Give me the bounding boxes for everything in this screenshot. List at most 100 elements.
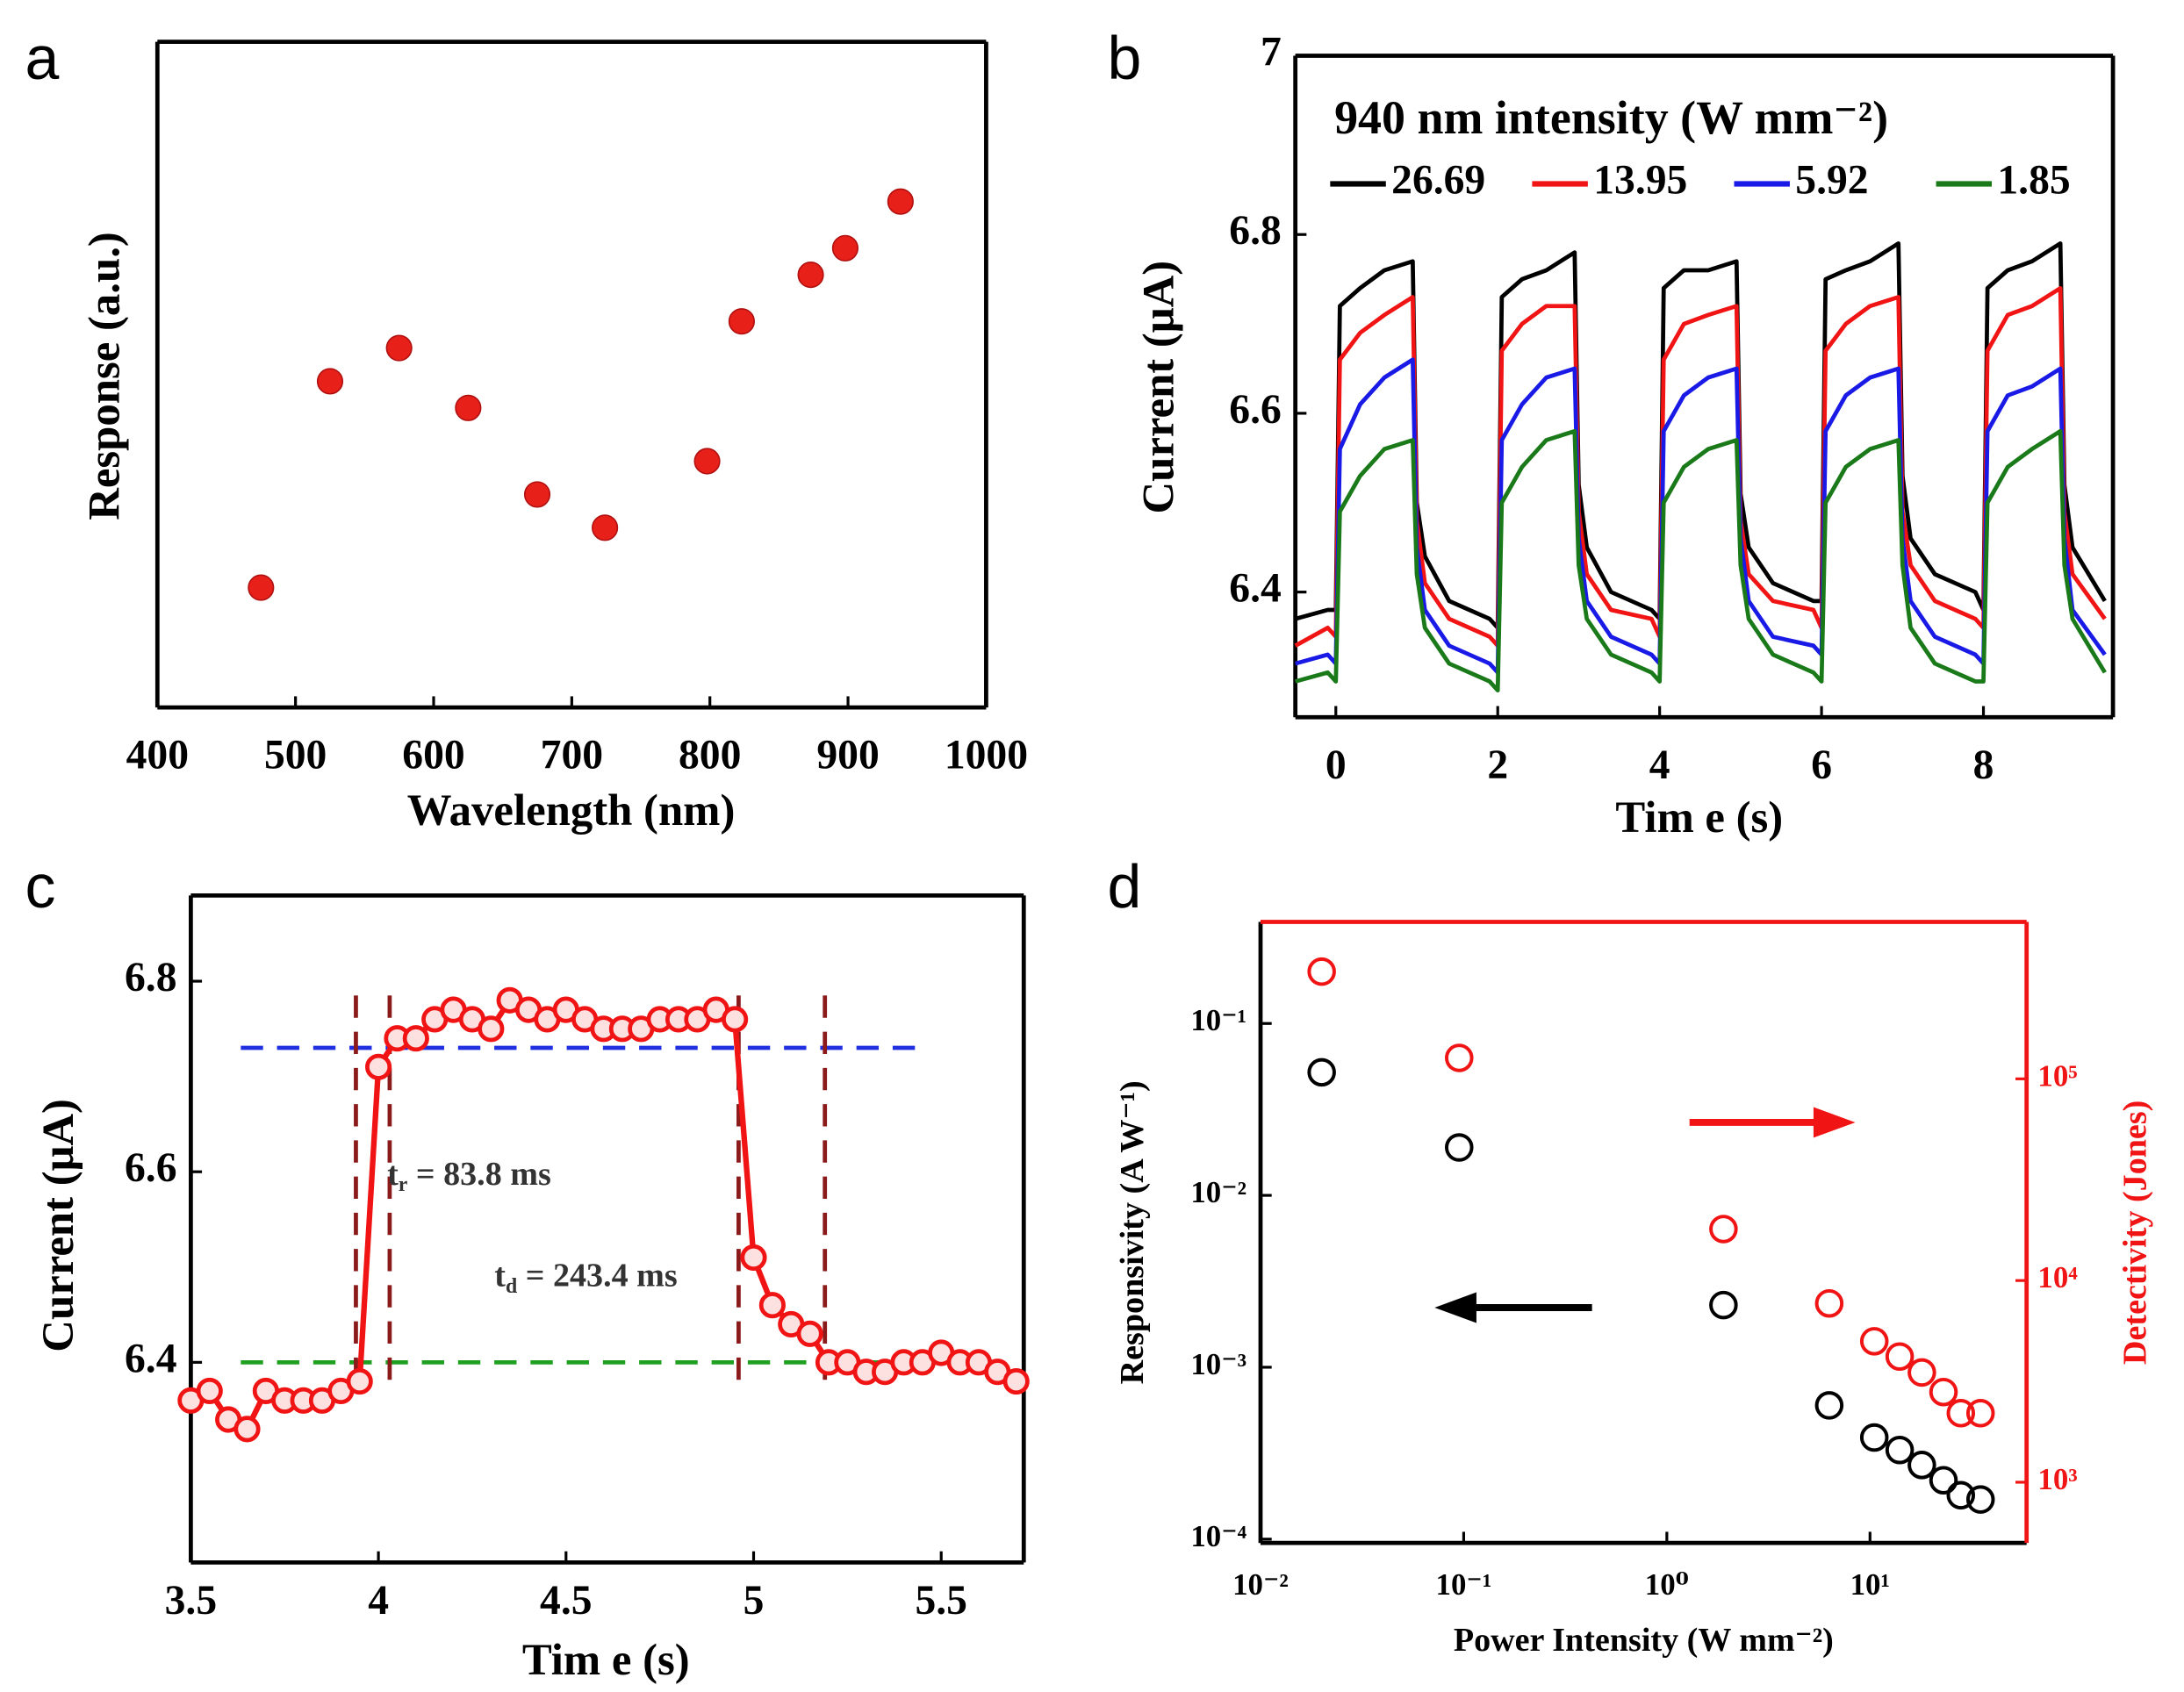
marker [478,1015,505,1043]
y-tick-label: 7 [1261,29,1282,75]
arrow-head [1813,1107,1856,1138]
x-tick-label: 0 [1325,742,1347,788]
arrow-head [1434,1292,1476,1323]
point [248,574,275,601]
point [831,234,859,262]
y2-axis-label: Detectivity (Jones) [2116,1101,2153,1365]
x-tick-label: 500 [264,733,327,778]
point [1814,1391,1844,1420]
point [1859,1327,1889,1356]
point [1929,1377,1958,1407]
y-tick-label: 10⁻² [1190,1175,1246,1209]
panel-label: b [1107,24,1141,92]
marker [346,1368,373,1395]
series-line [1295,428,2107,693]
y2-tick-label: 10⁵ [2037,1058,2077,1093]
point [1709,1290,1738,1320]
point [1445,1133,1474,1162]
x-tick-label: 8 [1973,742,1994,788]
point [693,448,721,475]
x-axis-label: Tim e (s) [522,1635,690,1684]
x-tick-label: 10¹ [1850,1567,1890,1602]
x-tick-label: 900 [816,733,879,778]
marker [722,1006,749,1033]
x-tick-label: 4 [1649,742,1670,788]
marker [402,1025,429,1052]
arrow-right [1689,1107,1856,1138]
point [1307,1058,1336,1087]
x-tick-label: 3.5 [165,1578,218,1624]
y-tick-label: 6.8 [1229,208,1282,254]
point [1859,1423,1889,1452]
point [1946,1399,1976,1428]
point [1929,1466,1958,1495]
annotation-text: = 243.4 ms [517,1257,677,1294]
point [1965,1399,1995,1428]
x-tick-label: 4 [368,1578,389,1624]
marker [196,1377,223,1405]
panel-label: c [25,852,56,921]
x-axis-label: Wavelength (nm) [407,785,736,835]
x-tick-label: 2 [1487,742,1508,788]
y-axis-label: Current (μA) [1134,261,1183,514]
legend-label: 13.95 [1593,157,1687,203]
y-tick-label: 6.4 [1229,566,1282,612]
point [455,394,482,421]
y-tick-label: 10⁻³ [1190,1347,1246,1381]
x-axis-label: Tim e (s) [1615,792,1783,842]
panel: c 3.5 4 4.5 5 5.5 6.4 6.6 6.8 Tim e (s) Current (μ… [25,852,1030,1684]
legend-label: 5.92 [1795,157,1868,203]
point [1907,1358,1936,1387]
annotation-sub: d [506,1275,517,1298]
panel: d 10⁻² 10⁻¹ 10⁰ 10¹ 10⁻⁴ 10⁻³ 10⁻² 10⁻¹ 10³ 10⁴ 10⁵… [1107,852,2153,1659]
x-tick-label: 400 [126,733,189,778]
marker [1002,1368,1030,1395]
point [1946,1480,1976,1510]
x-tick-label: 10⁻¹ [1436,1567,1492,1602]
point [1965,1485,1995,1514]
marker [233,1416,261,1443]
y-tick-label: 10⁻⁴ [1190,1519,1246,1553]
point [728,308,755,335]
marker [758,1292,786,1319]
point [1907,1451,1936,1480]
point [523,481,551,508]
point [1307,957,1336,986]
point [887,188,914,215]
x-tick-label: 800 [679,733,741,778]
annotation: td = 243.4 ms [494,1257,677,1298]
y-tick-label: 6.6 [1229,387,1282,433]
y2-tick-label: 10⁴ [2037,1260,2078,1294]
point [1709,1215,1738,1244]
y-axis-label: Response (a.u.) [79,232,128,520]
y-axis-label: Responsivity (A W⁻¹) [1114,1080,1151,1384]
annotation-text: t [494,1257,506,1294]
annotation: tr = 83.8 ms [387,1156,551,1197]
x-tick-label: 10⁻² [1232,1567,1289,1602]
annotation-text: t [387,1156,399,1193]
panel-label: d [1107,852,1141,921]
y-tick-label: 6.6 [125,1145,177,1191]
x-tick-label: 1000 [945,733,1028,778]
point [1885,1435,1915,1465]
x-axis-label: Power Intensity (W mm⁻²) [1454,1622,1834,1659]
point [385,334,413,362]
x-tick-label: 6 [1811,742,1832,788]
point [797,262,824,289]
point [1885,1342,1915,1371]
y-tick-label: 6.8 [125,955,177,1000]
arrow-left [1434,1292,1592,1323]
y-tick-label: 6.4 [125,1336,177,1381]
series-line [1294,285,2107,649]
panel: a 400 500 600 700 800 900 1000 Wavelength (nm) Re… [25,24,1028,835]
point [316,368,344,395]
y-tick-label: 10⁻¹ [1190,1003,1246,1037]
x-tick-label: 600 [402,733,464,778]
y2-tick-label: 10³ [2037,1462,2077,1496]
point [1814,1288,1844,1318]
annotation-text: = 83.8 ms [407,1156,550,1193]
marker [365,1053,392,1080]
